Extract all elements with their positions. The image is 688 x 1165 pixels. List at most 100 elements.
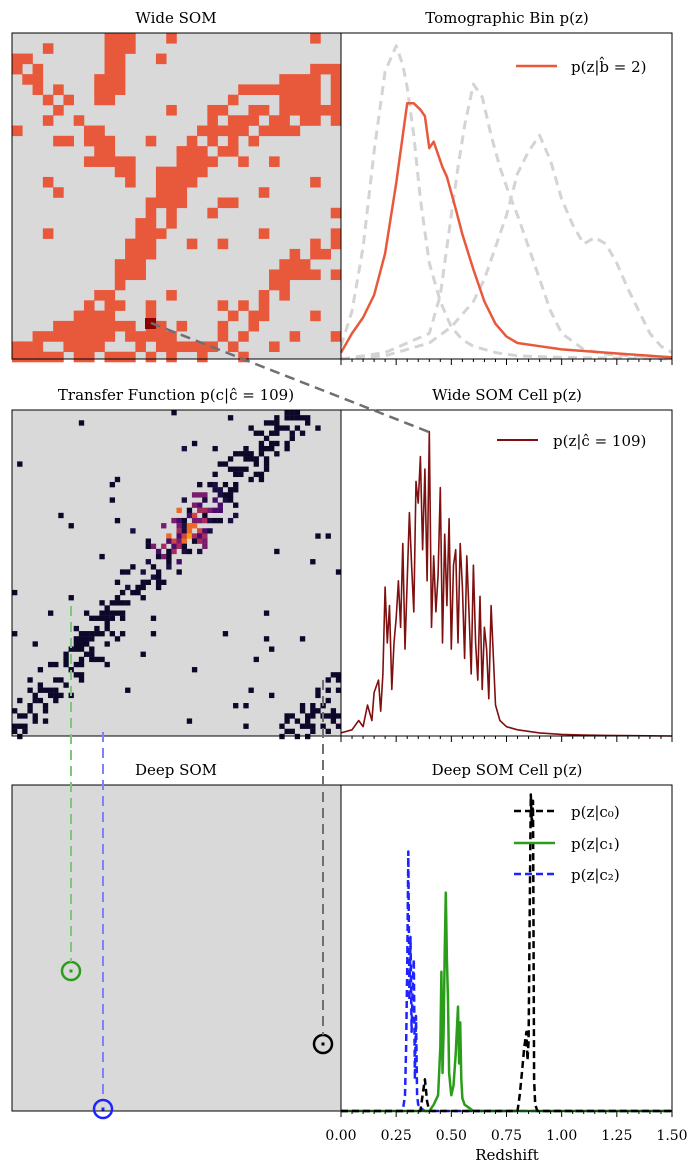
transfer-cell [78,661,85,668]
transfer-cell [181,517,187,524]
transfer-cell [294,415,301,421]
wide-som-cell [104,331,116,342]
transfer-cell [274,451,280,457]
wide-som-cell [186,238,198,250]
wide-som-cell [83,351,95,363]
transfer-cell [284,440,290,447]
wide-som-cell [248,310,260,322]
wide-som-cell [330,94,342,106]
wide-som-cell [32,331,44,342]
transfer-cell [289,430,295,436]
wide-som-cell [155,53,167,65]
transfer-cell [212,445,218,452]
wide-som-cell [299,84,311,95]
transfer-cell [330,708,337,714]
transfer-cell [109,497,116,503]
transfer-cell [83,651,90,657]
wide-som-cell [53,104,64,116]
transfer-cell [310,713,316,719]
wide-som-cell [135,248,146,260]
transfer-cell [12,631,18,637]
transfer-cell [176,528,182,534]
transfer-cell [176,523,182,529]
legend-label-c0: p(z|c₀) [571,803,620,821]
wide-som-cell [73,341,85,353]
wide-som-cell [310,310,321,322]
transfer-cell [310,559,316,565]
wide-som-cell [53,187,64,198]
transfer-cell [114,595,121,601]
transfer-cell [335,569,342,575]
transfer-cell [145,543,151,549]
transfer-cell [135,584,141,591]
transfer-cell [114,579,121,585]
wide-som-cell [176,197,188,209]
deep-som-cell-panel: Deep SOM Cell p(z) p(z|c₀) p(z|c₁) p(z|c… [325,761,687,1164]
transfer-cell [284,410,290,416]
transfer-cell [68,523,74,529]
wide-som-cell [330,207,342,219]
x-axis-label: Redshift [475,1146,539,1164]
wide-som-cell [248,104,260,116]
transfer-cell [284,445,290,452]
transfer-cell [197,507,203,514]
wide-som-cell [114,84,126,95]
transfer-cell [47,610,54,616]
transfer-cell [217,487,223,493]
transfer-cell [32,713,38,719]
wide-som-cell [94,94,105,106]
wide-som-cell [217,300,229,311]
transfer-cell [305,415,311,421]
wide-som-cell [42,351,54,363]
transfer-cell [238,466,244,472]
transfer-cell [27,677,33,683]
transfer-cell [145,579,151,585]
tomographic-bin-frame [340,32,673,360]
transfer-cell [68,667,74,673]
transfer-cell [73,672,80,678]
transfer-cell [233,466,239,472]
transfer-cell [284,728,290,735]
wide-som-cell [176,187,188,198]
transfer-cell [63,656,69,663]
wide-som-cell [104,43,116,54]
transfer-cell [181,543,187,549]
transfer-cell [27,687,33,693]
transfer-cell [94,656,100,663]
wide-som-cell [32,74,44,85]
transfer-cell [73,641,80,647]
legend-label-wide-cell: p(z|ĉ = 109) [553,432,646,450]
transfer-cell [53,687,59,693]
transfer-cell [217,507,223,514]
wide-som-cell [186,176,198,188]
wide-som-cell [125,259,136,270]
wide-som-cell [104,146,116,157]
transfer-cell [284,713,290,719]
transfer-cell [335,723,342,729]
wide-som-cell [310,84,321,95]
transfer-cell [99,656,105,663]
wide-som-cell [63,94,74,106]
wide-som-cell [289,125,301,137]
wide-som-cell [94,125,105,137]
transfer-cell [274,420,280,426]
x-tick-label-1: 0.25 [381,1128,412,1144]
transfer-cell [305,723,311,729]
transfer-cell [140,651,146,657]
transfer-cell [222,461,229,467]
transfer-cell [166,538,172,544]
wide-som-cell [94,74,105,85]
wide-som-cell [155,320,167,332]
wide-som-cell [166,187,177,198]
wide-som-cell [330,331,342,342]
deep-cell-c1-dot [69,969,73,973]
bin-series-line [339,102,673,359]
transfer-cell [207,481,213,488]
transfer-cell [155,548,162,555]
transfer-cell [227,466,234,472]
wide-som-cell [197,125,208,137]
transfer-cell [191,533,198,539]
wide-som-cell [155,166,167,178]
transfer-cell [217,461,223,467]
transfer-cell [89,636,95,642]
